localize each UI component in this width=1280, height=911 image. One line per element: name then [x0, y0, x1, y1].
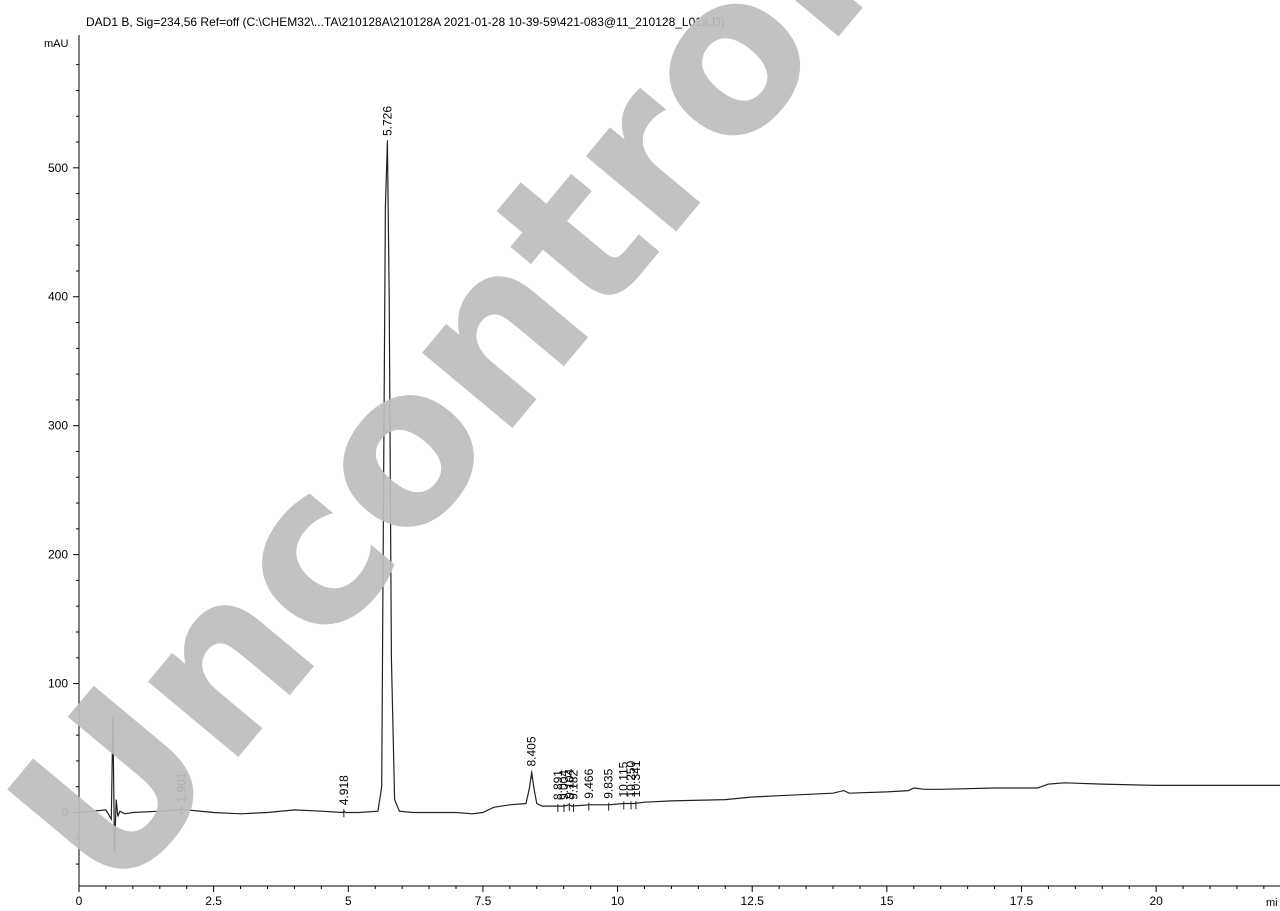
peak-label: 8.405	[525, 736, 539, 766]
signal-line	[78, 141, 1280, 852]
peak-label: 10.115	[617, 761, 631, 797]
y-axis-unit-label: mAU	[44, 38, 69, 50]
peak-label: 9.835	[602, 768, 616, 798]
peak-labels: 1.901 4.918 5.726 8.405 8.8919.0049.1049.182…	[174, 106, 643, 818]
peak-label: 9.104	[562, 769, 576, 799]
chromatogram-trace	[78, 141, 1280, 852]
x-tick-label: 2.5	[205, 894, 222, 908]
peak-label: 10.250	[624, 760, 638, 797]
y-tick-label: 200	[48, 548, 68, 562]
x-axis-unit-label: mi	[1266, 897, 1278, 909]
y-tick-label: 400	[48, 290, 68, 304]
x-tick-label: 5	[345, 894, 352, 908]
peak-label: 1.901	[174, 772, 188, 802]
peak-label: 5.726	[380, 106, 394, 136]
x-tick-label: 7.5	[475, 894, 492, 908]
x-axis-ticks: 0 2.5 5 7.5 10 12.5 15 17.5 20	[76, 886, 1265, 908]
x-tick-label: 12.5	[741, 894, 765, 908]
peak-label: 9.466	[582, 768, 596, 798]
chart-title: DAD1 B, Sig=234,56 Ref=off (C:\CHEM32\..…	[86, 15, 725, 29]
x-tick-label: 10	[611, 894, 625, 908]
y-axis-ticks: 0 100 200 300 400 500	[48, 64, 79, 865]
peak-label: 10.341	[629, 760, 643, 797]
x-tick-label: 17.5	[1010, 894, 1034, 908]
y-tick-label: 500	[48, 161, 68, 175]
peak-label: 8.891	[551, 770, 565, 800]
y-tick-label: 0	[61, 806, 68, 820]
y-tick-label: 300	[48, 419, 68, 433]
y-tick-label: 100	[48, 677, 68, 691]
peak-label: 4.918	[337, 775, 351, 805]
x-tick-label: 20	[1149, 894, 1163, 908]
x-tick-label: 15	[880, 894, 894, 908]
x-tick-label: 0	[76, 894, 83, 908]
peak-label: 9.182	[567, 770, 581, 800]
peak-label: 9.004	[557, 770, 571, 800]
